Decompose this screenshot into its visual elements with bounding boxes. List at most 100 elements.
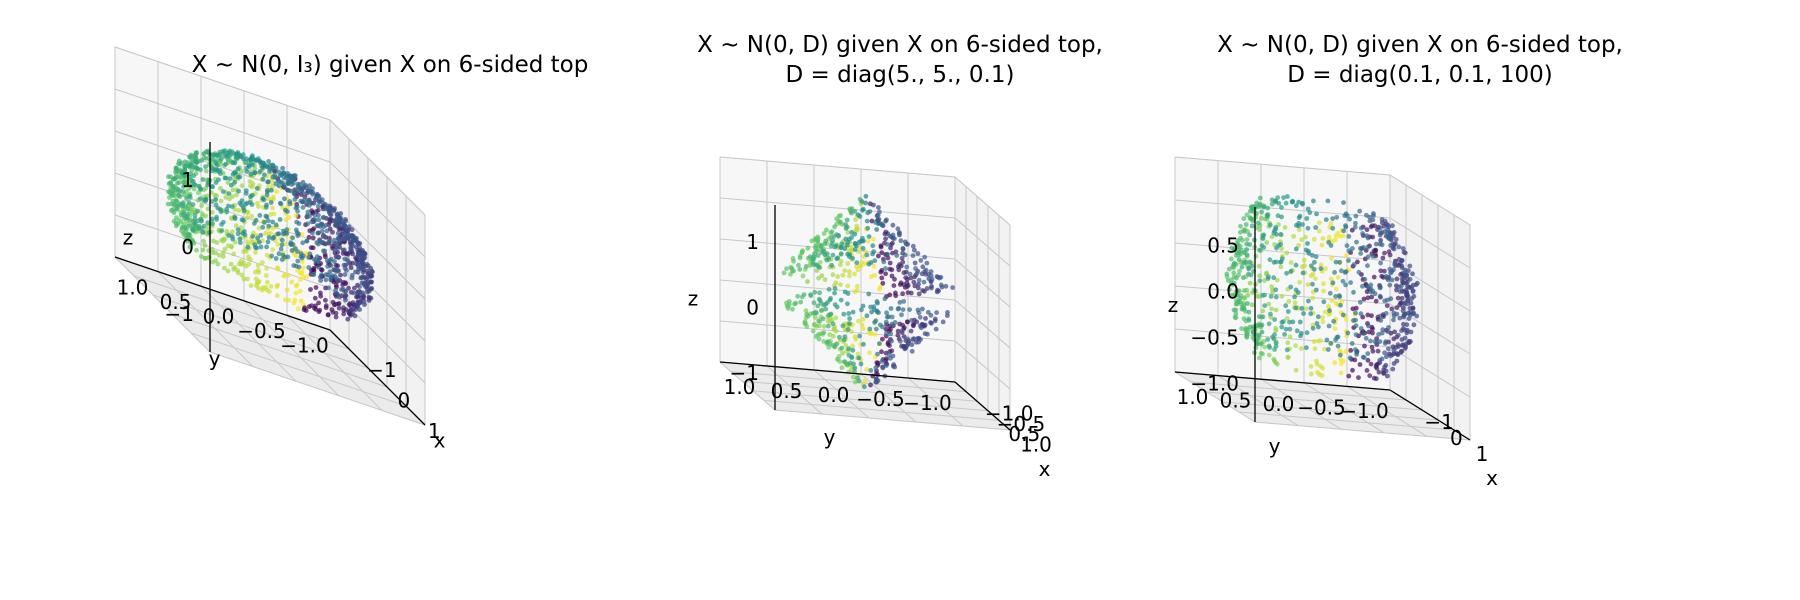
scatter-point <box>1410 271 1415 277</box>
scatter-point <box>226 243 231 249</box>
scatter-point <box>1407 276 1413 282</box>
scatter-point <box>333 262 339 268</box>
scatter-point <box>1403 344 1408 350</box>
scatter-point <box>1338 356 1343 362</box>
gridline <box>1346 385 1428 437</box>
scatter-point <box>840 272 846 278</box>
scatter-point <box>294 219 300 225</box>
scatter-point <box>1397 315 1403 321</box>
scatter-point <box>310 245 316 251</box>
scatter-point <box>1232 246 1237 252</box>
scatter-point <box>361 280 367 286</box>
scatter-point <box>850 343 855 349</box>
scatter-point <box>1270 334 1275 340</box>
scatter-point <box>1401 249 1407 255</box>
scatter-point <box>1375 348 1381 354</box>
scatter-point <box>871 236 876 242</box>
scatter-point <box>1301 311 1306 316</box>
scatter-point <box>306 265 312 270</box>
scatter-point <box>327 238 333 244</box>
scatter-point <box>797 255 803 261</box>
scatter-point <box>872 258 878 264</box>
scatter-point <box>1398 350 1404 355</box>
scatter-point <box>1233 301 1239 307</box>
scatter-point <box>197 196 203 202</box>
scatter-point <box>323 277 329 283</box>
scatter-point <box>275 242 281 247</box>
scatter-point <box>791 258 796 264</box>
scatter-point <box>1272 317 1277 322</box>
scatter-point <box>887 292 893 298</box>
gridline <box>286 315 383 411</box>
scatter-point <box>1310 281 1315 287</box>
scatter-point <box>1247 208 1253 214</box>
scatter-point <box>187 217 193 223</box>
gridline <box>954 299 1011 349</box>
scatter-point <box>255 263 261 268</box>
scatter-point <box>310 191 316 197</box>
scatter-point <box>815 253 821 258</box>
scatter-point <box>219 222 224 227</box>
scatter-point <box>816 296 822 302</box>
scatter-point <box>864 218 870 224</box>
x-tick-label: 0 <box>398 389 411 413</box>
scatter-point <box>299 255 305 261</box>
gridline <box>157 271 254 367</box>
scatter-point <box>896 231 902 236</box>
scatter-point <box>349 275 355 281</box>
scatter-point <box>854 223 860 229</box>
scatter-point <box>940 319 946 325</box>
scatter-point <box>872 320 878 325</box>
scatter-point <box>1242 229 1247 234</box>
scatter-point <box>257 213 263 218</box>
scatter-point <box>172 187 178 193</box>
scatter-point <box>316 264 321 270</box>
gridline <box>152 294 369 369</box>
scatter-point <box>1369 294 1375 300</box>
scatter-point <box>186 232 192 238</box>
gridline <box>171 313 388 388</box>
gridline <box>719 279 956 301</box>
scatter-point <box>844 242 850 248</box>
scatter-point <box>848 244 854 250</box>
scatter-point <box>851 374 856 380</box>
scatter-point <box>229 204 235 209</box>
scatter-point <box>370 269 375 275</box>
scatter-point <box>879 250 885 256</box>
scatter-point <box>846 352 852 358</box>
scatter-point <box>847 360 853 366</box>
scatter-point <box>248 194 253 200</box>
scatter-point <box>838 297 844 303</box>
scatter-point <box>293 213 299 219</box>
scatter-point <box>842 246 848 251</box>
scatter-point <box>1317 372 1322 378</box>
scatter-point <box>1396 244 1402 250</box>
scatter-point <box>324 228 330 234</box>
scatter-point <box>943 283 949 289</box>
scatter-point <box>853 217 858 223</box>
scatter-point <box>1349 227 1355 233</box>
scatter-point <box>293 227 299 233</box>
scatter-point <box>1367 218 1373 224</box>
scatter-point <box>933 326 939 332</box>
scatter-point <box>335 231 341 236</box>
scatter-point <box>876 216 882 222</box>
scatter-point <box>1254 336 1260 342</box>
scatter-point <box>1226 287 1232 292</box>
gridline <box>763 399 1000 421</box>
scatter-point <box>1407 263 1413 269</box>
scatter-point <box>1285 340 1291 346</box>
scatter-point <box>1307 210 1313 216</box>
scatter-point <box>1314 321 1320 326</box>
scatter-point <box>346 224 352 230</box>
scatter-point <box>882 296 888 302</box>
scatter-point <box>181 184 186 190</box>
scatter-point <box>297 288 303 294</box>
scatter-point <box>268 211 273 217</box>
scatter-point <box>1273 340 1279 346</box>
gridline <box>243 300 340 397</box>
scatter-point <box>1316 228 1322 234</box>
scatter-point <box>1383 339 1389 344</box>
scatter-point <box>891 283 897 288</box>
scatter-point <box>934 310 939 315</box>
